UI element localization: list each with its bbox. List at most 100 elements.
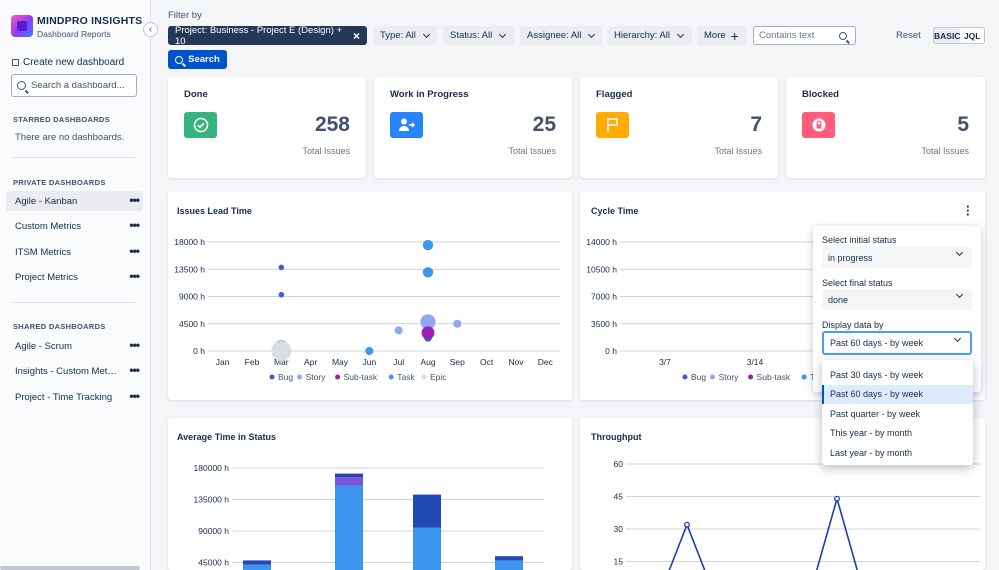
y-tick-label: 0 h <box>605 346 617 356</box>
flag-icon <box>596 112 629 138</box>
data-point-task <box>422 267 434 278</box>
more-vertical-icon[interactable]: · · · <box>966 199 971 222</box>
legend-marker-task <box>388 374 394 380</box>
average-time-in-status-chart: 45000 h 90000 h 135000 h 180000 h <box>194 463 544 570</box>
search-icon <box>175 55 184 64</box>
close-icon[interactable]: × <box>352 28 360 43</box>
more-options-icon[interactable]: ••• <box>129 218 140 232</box>
search-button[interactable]: Search <box>168 50 227 69</box>
more-options-icon[interactable]: ••• <box>129 269 140 283</box>
data-point-task <box>365 347 374 355</box>
sidebar-item-itsm-metrics[interactable]: ITSM Metrics ••• <box>6 242 143 262</box>
data-point-bug <box>278 291 285 298</box>
more-filters-button[interactable]: More + <box>697 26 747 45</box>
final-status-label: Select final status <box>822 278 893 288</box>
starred-heading: STARRED DASHBOARDS <box>13 115 110 124</box>
x-tick-label: Jan <box>216 357 230 367</box>
more-options-icon[interactable]: ••• <box>129 193 140 207</box>
sidebar-item-custom-metrics[interactable]: Custom Metrics ••• <box>6 216 143 236</box>
divider <box>12 302 137 303</box>
assignee-filter[interactable]: Assignee: All <box>520 26 602 45</box>
data-point-task <box>422 239 434 251</box>
stat-title: Done <box>184 89 208 100</box>
query-mode-toggle[interactable]: BASIC JQL <box>933 27 985 44</box>
collapse-sidebar-button[interactable]: ‹ <box>143 22 158 37</box>
divider <box>12 157 137 158</box>
y-tick-label: 18000 h <box>174 237 205 247</box>
x-tick-label: Apr <box>304 357 317 367</box>
sidebar-item-label: ITSM Metrics <box>15 246 71 258</box>
sidebar-item-label: Project - Time Tracking <box>15 391 113 403</box>
contains-text-input[interactable]: Contains text <box>753 26 856 45</box>
bar-segment <box>243 564 271 570</box>
menu-item-past-quarter[interactable]: Past quarter - by week <box>830 408 921 419</box>
menu-item-last-year[interactable]: Last year - by month <box>830 447 913 458</box>
y-tick-label: 13500 h <box>174 264 205 274</box>
stat-subtitle: Total Issues <box>714 146 762 156</box>
y-tick-label: 15 <box>614 557 624 567</box>
type-filter-label: Type: All <box>380 30 416 41</box>
starred-empty-text: There are no dashboards. <box>15 132 125 143</box>
bar-segment <box>335 477 363 486</box>
stat-value: 258 <box>314 113 350 136</box>
chevron-down-icon <box>499 30 507 38</box>
search-icon <box>17 81 26 90</box>
sidebar-item-agile-kanban[interactable]: Agile - Kanban ••• <box>6 191 143 211</box>
data-point-story <box>420 314 436 330</box>
menu-item-past-60-days[interactable]: Past 60 days - by week <box>822 384 973 404</box>
stat-value: 7 <box>750 113 762 136</box>
sidebar-item-project-time-tracking[interactable]: Project - Time Tracking ••• <box>6 387 143 407</box>
dashboard-search-placeholder: Search a dashboard... <box>31 80 125 91</box>
jql-mode-button[interactable]: JQL <box>963 30 981 41</box>
x-tick-label: Oct <box>480 357 494 367</box>
chevron-down-icon <box>422 30 430 38</box>
stat-value: 25 <box>532 113 556 136</box>
more-filters-label: More <box>704 30 726 41</box>
x-tick-label: Mar <box>274 357 289 367</box>
sidebar-item-project-metrics[interactable]: Project Metrics ••• <box>6 267 143 287</box>
final-status-select[interactable]: done <box>822 289 972 310</box>
y-tick-label: 3500 h <box>591 319 617 329</box>
basic-mode-button[interactable]: BASIC <box>934 28 961 43</box>
legend-marker-bug <box>682 374 688 380</box>
stat-value: 5 <box>957 113 969 136</box>
throughput-line <box>668 495 859 570</box>
stat-card-done[interactable]: Done 258 Total Issues <box>168 77 366 178</box>
project-filter-chip[interactable]: Project: Business - Project E (Design) +… <box>168 24 367 47</box>
type-filter[interactable]: Type: All <box>373 26 437 45</box>
sidebar-item-agile-scrum[interactable]: Agile - Scrum ••• <box>6 336 143 356</box>
create-dashboard-label: Create new dashboard <box>23 57 125 68</box>
create-dashboard-link[interactable]: Create new dashboard <box>12 57 124 68</box>
more-options-icon[interactable]: ••• <box>129 338 140 352</box>
throughput-chart: 15 30 45 60 <box>614 459 980 570</box>
horizontal-scrollbar[interactable] <box>0 566 140 570</box>
display-data-label: Display data by <box>822 320 884 330</box>
display-data-select[interactable]: Past 60 days - by week <box>822 331 972 355</box>
hierarchy-filter[interactable]: Hierarchy: All <box>607 26 692 45</box>
y-tick-label: 4500 h <box>179 319 205 329</box>
more-options-icon[interactable]: ••• <box>129 363 140 377</box>
dashboard-search-input[interactable]: Search a dashboard... <box>11 74 137 97</box>
menu-item-past-30-days[interactable]: Past 30 days - by week <box>830 369 924 380</box>
stat-card-blocked[interactable]: Blocked 5 Total Issues <box>786 77 985 178</box>
project-filter-label: Project: Business - Project E (Design) +… <box>175 24 343 47</box>
stat-card-flagged[interactable]: Flagged 7 Total Issues <box>580 77 778 178</box>
menu-item-this-year[interactable]: This year - by month <box>830 428 913 439</box>
sidebar-item-insights-custom-metrics[interactable]: Insights - Custom Metrics ••• <box>6 361 143 381</box>
y-tick-label: 45000 h <box>198 558 229 568</box>
initial-status-select[interactable]: in progress <box>822 247 972 268</box>
stat-card-work-in-progress[interactable]: Work in Progress 25 Total Issues <box>374 77 572 178</box>
y-tick-label: 10500 h <box>586 264 617 274</box>
legend-marker-sub-task <box>748 374 754 380</box>
reset-button[interactable]: Reset <box>896 30 921 41</box>
y-tick-label: 45 <box>614 492 624 502</box>
more-options-icon[interactable]: ••• <box>129 244 140 258</box>
x-tick-label: Dec <box>538 357 554 367</box>
search-icon <box>839 32 847 40</box>
brand[interactable]: MINDPRO INSIGHTS Dashboard Reports <box>11 15 142 39</box>
more-options-icon[interactable]: ••• <box>129 389 140 403</box>
y-tick-label: 30 <box>614 524 624 534</box>
status-filter[interactable]: Status: All <box>443 26 515 45</box>
legend-label-epic: Epic <box>430 372 447 382</box>
sidebar-item-label: Insights - Custom Metrics <box>15 365 118 377</box>
